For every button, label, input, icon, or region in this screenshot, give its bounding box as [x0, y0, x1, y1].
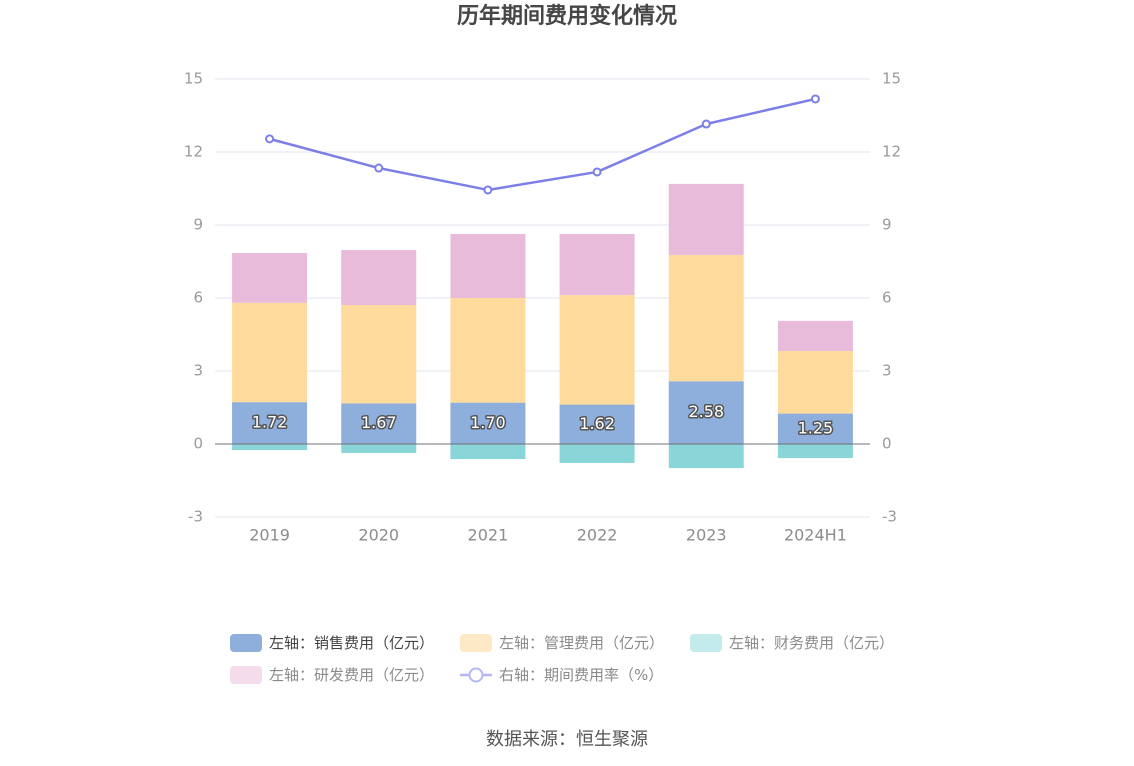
- point-expense-ratio-2023: [701, 119, 711, 129]
- right-axis-tick-label: 15: [882, 70, 901, 88]
- left-axis-tick-label: 6: [193, 289, 203, 307]
- legend-label: 左轴：管理费用（亿元）: [499, 634, 665, 652]
- data-label-selling-expense-2023: 2.58: [688, 402, 724, 421]
- legend-swatch-icon: [460, 634, 492, 652]
- left-axis-tick-label: 15: [184, 70, 203, 88]
- right-axis-tick-label: 0: [882, 435, 892, 453]
- chart-title: 历年期间费用变化情况: [456, 4, 677, 29]
- bar-rd-expense-2021: [450, 234, 526, 298]
- bar-rd-expense-2019: [232, 252, 308, 303]
- right-axis-tick-label: 6: [882, 289, 892, 307]
- legend-item-financial-expense[interactable]: 左轴：财务费用（亿元）: [690, 633, 894, 653]
- left-axis-tick-label: -3: [188, 508, 203, 526]
- bar-rd-expense-2020: [341, 250, 417, 306]
- bar-series-group: [232, 183, 853, 469]
- left-axis-tick-label: 3: [193, 362, 203, 380]
- left-axis-tick-label: 12: [184, 143, 203, 161]
- axes: -3 0 3 6 9 12 15 -3 0 3 6 9 12 15 2019 2020 2021 2022 2023…: [184, 70, 901, 545]
- bar-admin-expense-2024H1: [777, 351, 853, 414]
- data-label-selling-expense-2019: 1.72: [252, 413, 288, 432]
- legend-item-rd-expense[interactable]: 左轴：研发费用（亿元）: [230, 665, 434, 685]
- bar-selling-expense-2022: [559, 404, 635, 444]
- legend-label: 左轴：财务费用（亿元）: [729, 634, 895, 652]
- right-axis-tick-label: 12: [882, 143, 901, 161]
- bar-selling-expense-2024H1: [777, 413, 853, 444]
- x-axis-tick-label: 2019: [249, 526, 290, 545]
- line-series-group: [265, 94, 820, 195]
- bar-rd-expense-2024H1: [777, 320, 853, 352]
- data-label-selling-expense-2024H1: 1.25: [798, 418, 834, 437]
- point-expense-ratio-2021: [483, 185, 493, 195]
- legend-item-expense-ratio[interactable]: 右轴：期间费用率（%）: [460, 665, 663, 685]
- x-axis-tick-label: 2024H1: [784, 526, 847, 545]
- data-label-selling-expense-2020: 1.67: [361, 413, 397, 432]
- data-label-selling-expense-2021: 1.70: [470, 413, 506, 432]
- bar-admin-expense-2022: [559, 295, 635, 405]
- bar-financial-expense-2020: [341, 444, 417, 454]
- data-labels: 1.72 1.67 1.70 1.62 2.58 1.25: [250, 401, 834, 439]
- bar-financial-expense-2024H1: [777, 444, 853, 459]
- line-expense-ratio: [269, 97, 816, 192]
- data-source: 数据来源：恒生聚源: [486, 729, 648, 750]
- bar-financial-expense-2021: [450, 444, 526, 460]
- gridlines: [215, 78, 870, 518]
- legend-item-selling-expense[interactable]: 左轴：销售费用（亿元）: [230, 633, 434, 653]
- bar-rd-expense-2022: [559, 234, 635, 296]
- bar-selling-expense-2020: [341, 403, 417, 444]
- legend-line-icon: [460, 667, 492, 683]
- chart-canvas: -3 0 3 6 9 12 15 -3 0 3 6 9 12 15 2019 2020 2021 2022 2023…: [184, 70, 901, 545]
- legend-label: 左轴：研发费用（亿元）: [269, 666, 435, 684]
- legend-swatch-icon: [230, 634, 262, 652]
- bar-admin-expense-2019: [232, 302, 308, 403]
- bar-admin-expense-2021: [450, 298, 526, 403]
- x-axis-tick-label: 2022: [577, 526, 618, 545]
- right-axis-tick-label: 9: [882, 216, 892, 234]
- legend-label: 左轴：销售费用（亿元）: [269, 634, 435, 652]
- bar-admin-expense-2023: [668, 254, 744, 382]
- bar-selling-expense-2019: [232, 402, 308, 444]
- left-axis-tick-label: 9: [193, 216, 203, 234]
- point-expense-ratio-2022: [592, 167, 602, 177]
- data-label-selling-expense-2022: 1.62: [579, 414, 615, 433]
- legend-label: 右轴：期间费用率（%）: [499, 666, 664, 684]
- bar-financial-expense-2019: [232, 444, 308, 451]
- legend-item-admin-expense[interactable]: 左轴：管理费用（亿元）: [460, 633, 664, 653]
- bar-selling-expense-2021: [450, 402, 526, 444]
- point-expense-ratio-2024H1: [810, 94, 820, 104]
- right-axis-tick-label: -3: [882, 508, 897, 526]
- x-axis-tick-label: 2021: [468, 526, 509, 545]
- bar-admin-expense-2020: [341, 305, 417, 404]
- bar-selling-expense-2023: [668, 381, 744, 444]
- right-axis-tick-label: 3: [882, 362, 892, 380]
- legend-swatch-icon: [230, 666, 262, 684]
- bar-rd-expense-2023: [668, 183, 744, 255]
- point-expense-ratio-2020: [374, 163, 384, 173]
- point-expense-ratio-2019: [265, 134, 275, 144]
- bar-financial-expense-2022: [559, 444, 635, 463]
- left-axis-tick-label: 0: [193, 435, 203, 453]
- bar-financial-expense-2023: [668, 444, 744, 469]
- x-axis-tick-label: 2020: [358, 526, 399, 545]
- x-axis-tick-label: 2023: [686, 526, 727, 545]
- legend-swatch-icon: [690, 634, 722, 652]
